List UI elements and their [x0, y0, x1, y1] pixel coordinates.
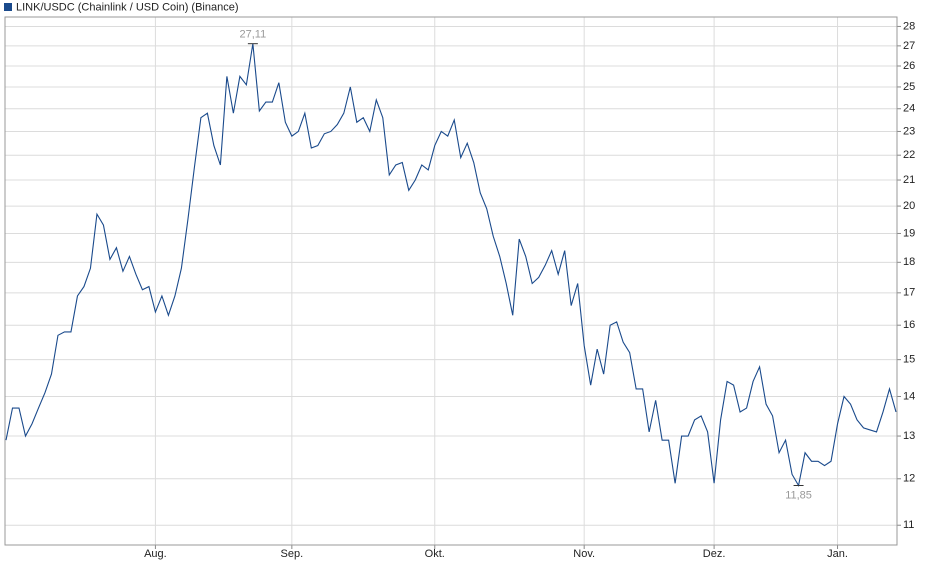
y-tick-label: 16: [903, 319, 915, 331]
x-tick-label: Nov.: [573, 548, 595, 560]
y-tick-label: 13: [903, 430, 915, 442]
y-tick-label: 12: [903, 473, 915, 485]
line-series: [5, 43, 897, 488]
value-label: 27,11: [240, 29, 267, 41]
y-tick-label: 14: [903, 390, 915, 402]
plot-frame: [4, 16, 898, 546]
x-tick-label: Jan.: [827, 548, 848, 560]
y-tick-label: 20: [903, 200, 915, 212]
x-tick-label: Aug.: [144, 548, 167, 560]
y-tick-label: 22: [903, 149, 915, 161]
x-tick-label: Okt.: [425, 548, 445, 560]
y-tick-label: 18: [903, 256, 915, 268]
y-tick-label: 15: [903, 354, 915, 366]
y-tick-label: 28: [903, 20, 915, 32]
y-tick-label: 27: [903, 40, 915, 52]
chart-title: LINK/USDC (Chainlink / USD Coin) (Binanc…: [16, 1, 239, 13]
x-tick-label: Sep.: [281, 548, 304, 560]
legend-swatch: [4, 3, 12, 11]
value-label: 11,85: [785, 489, 812, 501]
y-tick-label: 19: [903, 227, 915, 239]
x-tick-label: Dez.: [703, 548, 726, 560]
y-tick-label: 26: [903, 60, 915, 72]
y-tick-label: 23: [903, 125, 915, 137]
y-tick-label: 17: [903, 287, 915, 299]
y-tick-label: 11: [903, 519, 914, 531]
y-tick-label: 21: [903, 174, 915, 186]
y-tick-label: 24: [903, 103, 915, 115]
y-tick-label: 25: [903, 81, 915, 93]
